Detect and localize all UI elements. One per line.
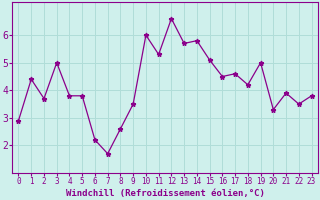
- X-axis label: Windchill (Refroidissement éolien,°C): Windchill (Refroidissement éolien,°C): [66, 189, 264, 198]
